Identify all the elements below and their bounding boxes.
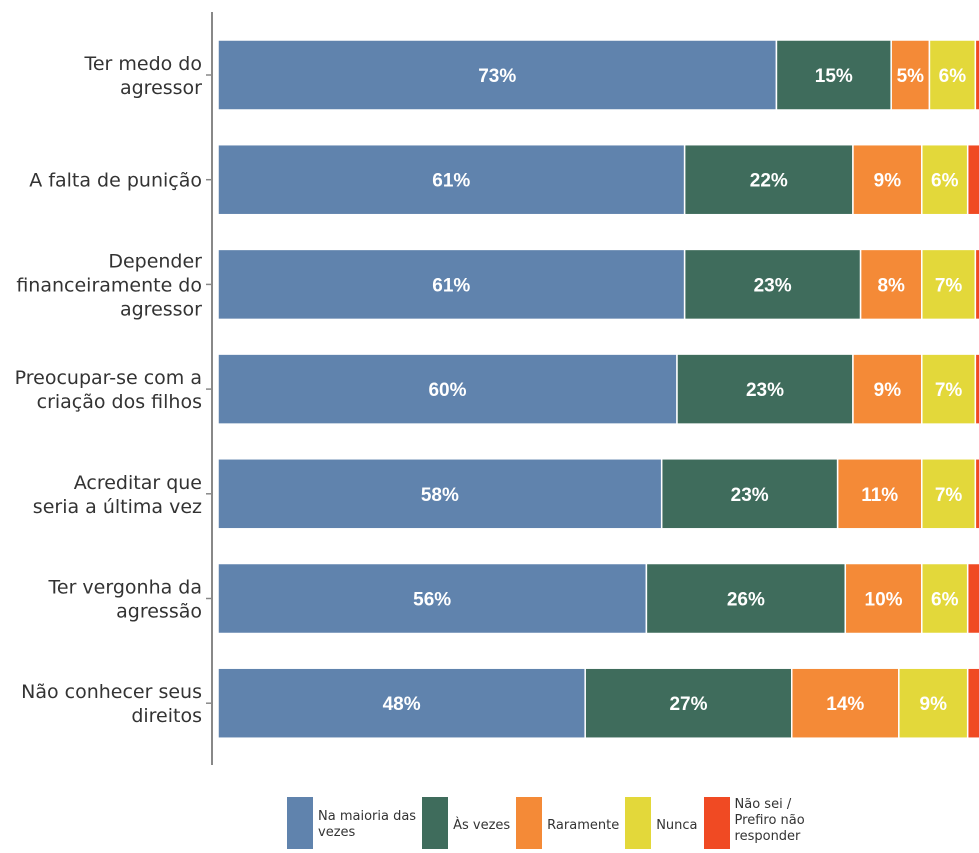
bar-segment (683, 248, 862, 321)
legend-label: Raramente (547, 818, 620, 833)
bar-segment (217, 458, 663, 530)
bar-segment (775, 39, 892, 111)
data-label: 23% (746, 380, 784, 401)
data-label: 73% (478, 66, 516, 87)
bar-segment (898, 667, 969, 739)
bar-segment (966, 562, 979, 635)
bar-segment (584, 667, 793, 739)
data-label: 11% (861, 485, 898, 506)
category-label: Acreditar que seria a última vez (33, 472, 202, 518)
bar-segment (921, 353, 977, 425)
data-label: 7% (935, 380, 963, 401)
category-label-line: Ter medo do (83, 53, 202, 75)
data-label: 61% (432, 275, 470, 296)
bar-segment (217, 353, 678, 425)
bar-segment (683, 143, 854, 216)
category-label-line: criação dos filhos (37, 391, 202, 413)
bar-segment (217, 667, 586, 739)
category-label: Ter vergonha da agressão (48, 577, 202, 623)
legend-label: Nunca (656, 818, 698, 833)
legend-item: Não sei / Prefiro não responder (703, 797, 805, 849)
bar-segment (859, 248, 923, 321)
category-label-line: agressor (120, 77, 202, 99)
data-label: 7% (935, 485, 963, 506)
data-label: 9% (920, 694, 948, 715)
bar-segment (217, 562, 648, 635)
category-label-line: Preocupar-se com a (15, 367, 202, 389)
data-label: 9% (874, 171, 902, 192)
category-label: Preocupar-se com a criação dos filhos (15, 367, 202, 413)
data-label: 15% (815, 66, 853, 87)
bar-segment (966, 143, 979, 216)
legend-swatch (422, 797, 449, 849)
legend-label: Na maioria das vezes (318, 809, 417, 840)
legend-swatch (287, 797, 313, 849)
bar-segment (974, 458, 979, 530)
data-label: 22% (750, 171, 788, 192)
bar-segment (974, 353, 979, 425)
legend-item: Na maioria das vezes (287, 797, 416, 849)
data-label: 26% (727, 590, 765, 611)
data-label: 10% (865, 590, 903, 611)
category-label-line: agressão (116, 601, 202, 623)
bar-segment (217, 248, 686, 321)
legend: Na maioria das vezes Às vezes Raramente Nun… (287, 797, 811, 849)
bar-segment (791, 667, 900, 739)
category-label: Depender financeiramente do agressor (16, 250, 202, 320)
category-label-line: Ter vergonha da (48, 577, 202, 599)
data-label: 23% (754, 275, 792, 296)
legend-label: Não sei / Prefiro não responder (734, 797, 805, 844)
data-label: 61% (432, 171, 470, 192)
data-label: 58% (421, 485, 459, 506)
bar-segment (921, 458, 977, 530)
category-label-line: Acreditar que (74, 472, 202, 494)
legend-item: Às vezes (422, 797, 510, 849)
data-label: 56% (413, 590, 451, 611)
data-label: 7% (935, 275, 963, 296)
category-label: Não conhecer seus direitos (21, 681, 202, 727)
bar-segment (890, 39, 931, 111)
legend-item: Raramente (516, 797, 619, 849)
legend-label: Às vezes (453, 818, 511, 833)
bar-segment (974, 39, 979, 111)
data-label: 9% (874, 380, 902, 401)
bar-segment (852, 353, 923, 425)
legend-swatch (625, 797, 652, 849)
data-label: 5% (897, 66, 925, 87)
data-label: 23% (731, 485, 769, 506)
category-label-line: agressor (120, 298, 202, 320)
category-label-line: Não conhecer seus (21, 681, 202, 703)
data-label: 27% (669, 694, 707, 715)
category-label-line: Depender (108, 250, 202, 272)
bar-segment (966, 667, 979, 739)
data-label: 8% (877, 275, 905, 296)
bar-segment (660, 458, 839, 530)
bars-group: 73% 15% 5% 6% 61% 22% 9% 6% 61% 23% 8% 7% 60% 23% 9% 7%… (217, 39, 979, 739)
bar-segment (844, 562, 923, 635)
category-label: A falta de punição (29, 170, 202, 192)
bar-segment (676, 353, 854, 425)
legend-swatch (516, 797, 543, 849)
legend-swatch (703, 797, 730, 849)
data-label: 6% (931, 171, 959, 192)
data-label: 6% (939, 66, 967, 87)
bar-segment (836, 458, 923, 530)
category-label-line: financeiramente do (16, 274, 202, 296)
category-label: Ter medo do agressor (83, 53, 202, 99)
bar-segment (217, 39, 778, 111)
category-label-line: A falta de punição (29, 170, 202, 192)
bar-segment (974, 248, 979, 321)
bar-segment (921, 562, 969, 635)
category-label-line: seria a última vez (33, 496, 202, 518)
category-label-line: direitos (131, 705, 202, 727)
data-label: 60% (428, 380, 466, 401)
legend-item: Nunca (625, 797, 698, 849)
data-label: 14% (826, 694, 864, 715)
data-label: 48% (383, 694, 421, 715)
data-label: 6% (931, 590, 959, 611)
